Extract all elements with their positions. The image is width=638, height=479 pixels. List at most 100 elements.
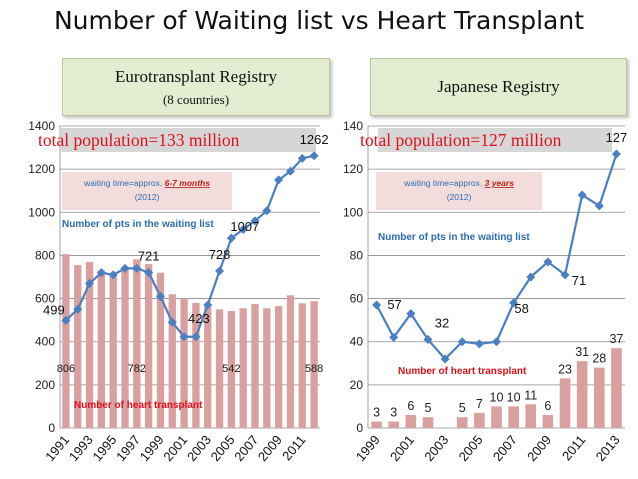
euro-transplant-bar xyxy=(85,261,94,428)
euro-xtick-label: 1999 xyxy=(137,432,167,464)
japan-waiting-time-prefix: waiting time=approx. xyxy=(403,178,485,188)
japan-transplant-bar xyxy=(611,348,622,428)
japan-transplant-bar xyxy=(371,421,382,428)
japan-xtick-label: 2005 xyxy=(456,432,486,464)
euro-transplant-bar xyxy=(263,308,271,428)
japan-transplant-data-label: 3 xyxy=(373,406,380,420)
japan-transplant-bar xyxy=(474,412,485,428)
euro-waiting-list-data-label: 423 xyxy=(188,311,210,326)
japan-transplant-bar xyxy=(491,406,502,428)
japan-transplant-bar xyxy=(456,417,468,428)
euro-transplant-bar xyxy=(109,274,117,428)
japan-waiting-list-label: Number of pts in the waiting list xyxy=(378,232,530,243)
euro-waiting-list-data-label: 721 xyxy=(138,248,160,263)
japan-xtick-label: 2003 xyxy=(421,432,451,464)
euro-waiting-time-text: waiting time=approx. 6-7 months xyxy=(83,178,210,188)
japan-xtick-label: 2007 xyxy=(490,432,520,464)
euro-xtick-label: 1995 xyxy=(89,432,119,464)
japan-waiting-list-point xyxy=(474,339,484,349)
euro-transplant-bar xyxy=(192,302,200,428)
japan-waiting-time-box xyxy=(376,172,542,210)
japan-xtick-label: 1999 xyxy=(353,432,383,464)
euro-waiting-list-point xyxy=(285,166,295,176)
japan-transplant-bar xyxy=(576,361,588,428)
eurotransplant-registry-countries: (8 countries) xyxy=(162,92,230,107)
euro-ytick-label: 1400 xyxy=(28,119,55,133)
japan-transplant-data-label: 5 xyxy=(459,401,466,415)
euro-waiting-list-point xyxy=(191,332,201,342)
japan-transplant-data-label: 7 xyxy=(476,397,483,411)
japan-ytick-label: 60 xyxy=(350,292,364,306)
euro-transplant-bar xyxy=(298,303,306,428)
euro-waiting-list-point xyxy=(61,315,71,325)
euro-waiting-list-data-label: 1262 xyxy=(300,132,329,147)
euro-transplant-data-label: 806 xyxy=(57,363,75,375)
japan-waiting-list-point xyxy=(611,149,621,159)
japan-waiting-list-point xyxy=(594,201,604,211)
euro-waiting-list-point xyxy=(274,175,284,185)
euro-ytick-label: 0 xyxy=(48,421,55,435)
japan-waiting-time-year: (2012) xyxy=(447,192,472,202)
euro-waiting-time-year: (2012) xyxy=(135,192,160,202)
japan-waiting-list-point xyxy=(440,354,450,364)
japan-transplant-data-label: 28 xyxy=(592,352,606,366)
euro-waiting-list-point xyxy=(179,332,189,342)
euro-waiting-time-value: 6-7 months xyxy=(165,178,211,188)
japan-waiting-list-point xyxy=(372,300,382,310)
euro-waiting-list-point xyxy=(262,206,272,216)
japan-waiting-list-point xyxy=(577,190,587,200)
euro-transplant-bar xyxy=(62,254,70,428)
japan-xtick-label: 2013 xyxy=(593,432,623,464)
euro-waiting-list-data-label: 1007 xyxy=(230,219,259,234)
japan-waiting-list-point xyxy=(492,337,501,347)
euro-ytick-label: 200 xyxy=(35,378,55,392)
euro-waiting-list-point xyxy=(250,216,260,226)
euro-transplant-bar xyxy=(97,270,106,428)
euro-transplant-bar xyxy=(227,311,236,428)
japan-xtick-label: 2001 xyxy=(387,432,417,464)
euro-waiting-list-point xyxy=(73,304,83,314)
japan-transplant-data-label: 5 xyxy=(424,401,431,415)
euro-xtick-label: 2011 xyxy=(279,432,308,463)
euro-xtick-label: 2005 xyxy=(208,432,238,464)
japan-population-box xyxy=(378,128,612,152)
japan-transplant-bar xyxy=(593,367,605,428)
japan-waiting-list-point xyxy=(389,332,399,342)
japan-transplant-data-label: 37 xyxy=(609,332,623,346)
euro-transplant-bar xyxy=(286,295,295,428)
euro-transplant-bar xyxy=(121,267,129,428)
euro-waiting-list-point xyxy=(108,270,118,280)
euro-ytick-label: 400 xyxy=(35,335,55,349)
euro-ytick-label: 1200 xyxy=(28,162,55,176)
japan-waiting-list-data-label: 58 xyxy=(514,301,528,316)
japanese-registry-box: Japanese Registry xyxy=(370,58,627,116)
japan-transplant-data-label: 31 xyxy=(575,345,589,359)
euro-transplant-data-label: 542 xyxy=(222,363,240,375)
japan-waiting-time-value: 3 years xyxy=(485,178,515,188)
euro-xtick-label: 2001 xyxy=(160,432,190,464)
euro-waiting-list-point xyxy=(155,291,165,301)
japan-transplant-data-label: 23 xyxy=(558,362,572,376)
euro-transplant-bar xyxy=(156,272,165,428)
euro-population-text: total population=133 million xyxy=(38,130,240,150)
japan-waiting-list-data-label: 32 xyxy=(435,316,449,331)
page-title: Number of Waiting list vs Heart Transpla… xyxy=(53,6,585,35)
japan-transplant-data-label: 11 xyxy=(524,388,537,402)
japan-ytick-label: 40 xyxy=(350,335,364,349)
japan-ytick-label: 100 xyxy=(343,205,363,219)
japan-ytick-label: 20 xyxy=(350,378,364,392)
japan-xtick-label: 2011 xyxy=(559,432,588,463)
japan-transplant-bar xyxy=(559,378,571,428)
japan-waiting-list-point xyxy=(526,272,536,282)
euro-transplant-bar xyxy=(168,294,176,428)
euro-ytick-label: 1000 xyxy=(28,205,55,219)
japan-transplant-bar xyxy=(508,406,519,428)
japan-waiting-list-point xyxy=(406,309,416,319)
euro-waiting-list-point xyxy=(238,225,248,235)
euro-waiting-list-point xyxy=(226,233,236,243)
japan-transplant-data-label: 6 xyxy=(407,399,414,413)
euro-xtick-label: 1993 xyxy=(66,432,96,464)
euro-transplant-bar xyxy=(133,259,141,428)
euro-waiting-list-line xyxy=(65,154,315,338)
euro-transplant-bar xyxy=(204,307,212,428)
